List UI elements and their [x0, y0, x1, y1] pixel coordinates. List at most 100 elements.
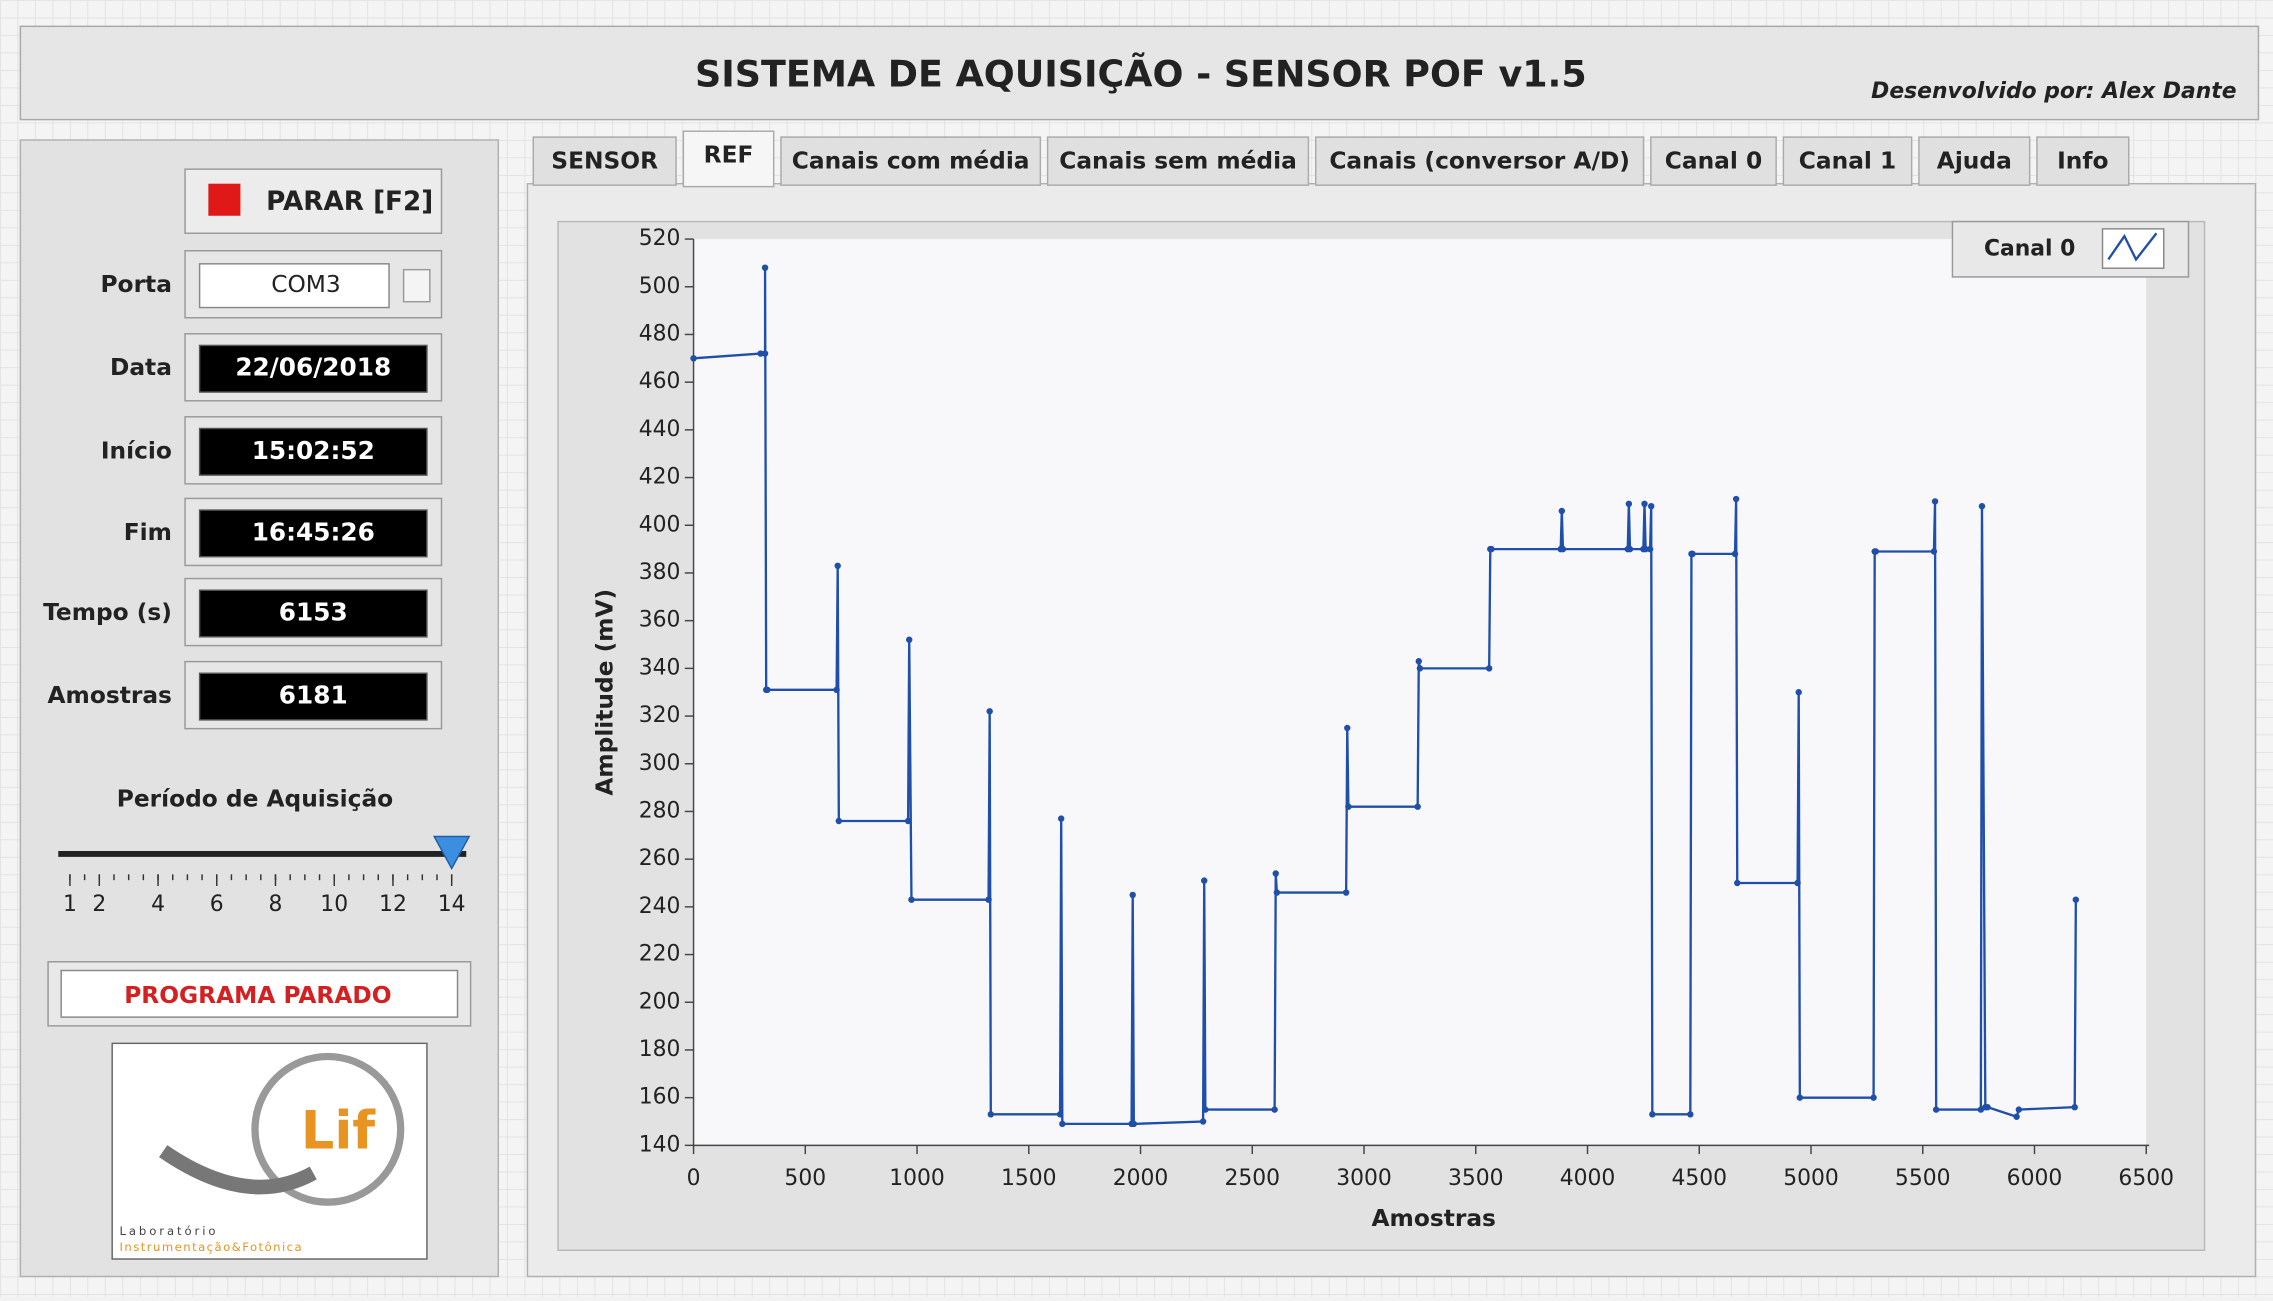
data-point	[1930, 548, 1938, 555]
data-point	[1273, 889, 1281, 896]
y-tick-label: 320	[639, 703, 681, 728]
tab[interactable]	[532, 136, 677, 186]
tab-label[interactable]: Info	[2057, 147, 2108, 174]
tab[interactable]	[1650, 136, 1777, 186]
data-point	[1931, 498, 1939, 505]
data-point	[1130, 1120, 1138, 1128]
y-tick-label: 380	[639, 560, 681, 585]
x-tick-label: 6500	[2118, 1166, 2174, 1191]
y-tick-label: 160	[639, 1085, 681, 1110]
x-tick-label: 2500	[1224, 1166, 1280, 1191]
header-panel	[19, 25, 2260, 121]
x-tick-label: 1500	[1001, 1166, 1057, 1191]
data-point	[1559, 545, 1567, 553]
data-point	[985, 896, 992, 903]
plot-area	[693, 239, 2147, 1146]
tab-label[interactable]: Canal 1	[1799, 147, 1896, 174]
slider-label: Período de Aquisição	[117, 786, 393, 813]
data-point	[1129, 891, 1136, 899]
data-point	[1795, 689, 1802, 696]
data-point	[1731, 550, 1739, 558]
data-point	[833, 686, 840, 694]
field-value[interactable]: COM3	[271, 271, 341, 298]
data-point	[1732, 495, 1740, 503]
data-point	[1648, 502, 1655, 510]
data-point	[1059, 1120, 1066, 1128]
slider-tick-label: 8	[269, 892, 283, 917]
data-point	[2071, 1103, 2078, 1111]
field-label: Tempo (s)	[43, 599, 172, 626]
port-select[interactable]	[198, 263, 390, 309]
field-display	[198, 672, 428, 721]
tab[interactable]	[2036, 136, 2130, 186]
x-tick-label: 3000	[1336, 1166, 1392, 1191]
slider-tick-label: 1	[63, 892, 77, 917]
tab-label[interactable]: Canais (conversor A/D)	[1329, 147, 1630, 174]
data-point	[1687, 1111, 1694, 1118]
tab-label[interactable]: Canais com média	[792, 147, 1030, 174]
dropdown-button[interactable]	[402, 268, 431, 303]
slider-pointer[interactable]	[432, 835, 471, 871]
field-value: 15:02:52	[252, 436, 375, 465]
tab[interactable]	[1918, 136, 2031, 186]
x-tick-label: 3500	[1448, 1166, 1504, 1191]
data-point	[1642, 545, 1649, 553]
data-point	[1649, 1111, 1656, 1118]
data-point	[1344, 724, 1351, 732]
tab[interactable]	[1782, 136, 1913, 186]
field-value: 6181	[279, 681, 348, 710]
tab-label[interactable]: Canais sem média	[1059, 147, 1297, 174]
data-point	[908, 896, 915, 903]
data-point	[1932, 1106, 1940, 1113]
data-point	[986, 708, 993, 715]
tab-label[interactable]: REF	[704, 142, 754, 169]
data-point	[764, 686, 771, 694]
legend-label: Canal 0	[1984, 236, 2075, 261]
field-value: 6153	[279, 598, 348, 627]
data-point	[1414, 803, 1421, 810]
x-tick-label: 6000	[2007, 1166, 2063, 1191]
tab[interactable]	[682, 130, 775, 188]
data-point	[1202, 1106, 1209, 1113]
y-tick-label: 500	[639, 274, 681, 299]
y-tick-label: 480	[639, 321, 681, 346]
tab-label[interactable]: Canal 0	[1665, 147, 1762, 174]
tab-label[interactable]: Ajuda	[1937, 147, 2012, 174]
slider-tick-label: 6	[210, 892, 224, 917]
y-tick-label: 400	[639, 512, 681, 537]
tab[interactable]	[1314, 136, 1645, 186]
slider-tick-label: 4	[151, 892, 165, 917]
data-point	[1488, 545, 1495, 553]
field-label: Porta	[100, 271, 171, 298]
tab-label[interactable]: SENSOR	[551, 147, 658, 174]
data-point	[906, 636, 913, 643]
field-display	[198, 509, 428, 558]
legend-icon	[2107, 232, 2158, 262]
y-tick-label: 300	[639, 751, 681, 776]
field-display	[198, 589, 428, 638]
field-label: Data	[110, 354, 172, 381]
data-point	[1199, 1118, 1207, 1125]
data-point	[1734, 879, 1741, 887]
data-point	[1646, 545, 1654, 553]
data-point	[690, 355, 697, 362]
x-tick-label: 500	[784, 1166, 826, 1191]
data-point	[1870, 1094, 1877, 1101]
data-point	[987, 1111, 995, 1118]
data-point	[1056, 1111, 1064, 1118]
logo-swoosh	[159, 1145, 317, 1195]
field-label: Início	[101, 437, 172, 464]
stop-label[interactable]: PARAR [F2]	[266, 187, 433, 217]
data-point	[1416, 665, 1424, 672]
data-point	[1057, 815, 1065, 822]
data-point	[1415, 658, 1422, 665]
data-point	[2015, 1106, 2023, 1113]
logo-ring	[251, 1052, 405, 1206]
status-text: PROGRAMA PARADO	[124, 982, 391, 1009]
slider-tick-label: 2	[92, 892, 106, 917]
tab[interactable]	[780, 136, 1042, 186]
tab[interactable]	[1046, 136, 1310, 186]
y-tick-label: 200	[639, 989, 681, 1014]
y-tick-label: 340	[639, 655, 681, 680]
